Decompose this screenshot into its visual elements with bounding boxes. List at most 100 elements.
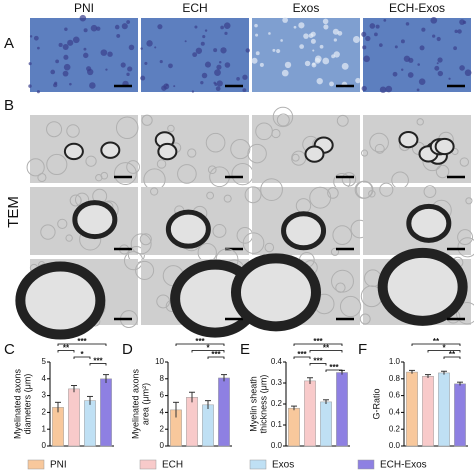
cell: [419, 45, 425, 51]
texture: [260, 178, 283, 201]
axon: [434, 137, 455, 156]
cell: [83, 52, 89, 59]
y-tick-label: 0: [160, 441, 165, 450]
texture: [207, 165, 217, 175]
y-tick-label: 0.4: [271, 357, 283, 366]
cell: [54, 81, 58, 85]
cell: [379, 43, 383, 47]
bar: [288, 407, 300, 447]
cell: [126, 72, 130, 77]
cell: [191, 90, 195, 93]
axon: [398, 130, 419, 149]
bar: [422, 376, 434, 447]
y-axis-label: thickness (μm): [258, 375, 268, 434]
cell: [140, 47, 143, 50]
cell: [251, 57, 258, 64]
y-tick-label: 5: [42, 357, 47, 366]
texture: [264, 242, 275, 253]
cell: [120, 62, 126, 68]
texture: [150, 187, 159, 196]
cell: [63, 63, 71, 71]
cell: [157, 24, 163, 30]
cell: [333, 51, 340, 58]
texture: [244, 186, 262, 204]
cell: [121, 23, 128, 30]
texture: [332, 225, 353, 245]
cell: [459, 65, 465, 71]
significance-label: ***: [313, 357, 323, 366]
cell: [383, 19, 387, 22]
cell: [282, 17, 288, 23]
cell: [319, 44, 324, 49]
texture: [336, 114, 349, 127]
cell: [204, 29, 208, 32]
cell: [107, 51, 113, 57]
texture: [355, 180, 374, 199]
axon: [63, 142, 84, 161]
cell: [64, 27, 68, 32]
texture: [465, 197, 473, 205]
cell: [298, 22, 305, 29]
cell: [394, 45, 398, 49]
cell: [168, 63, 173, 69]
cell: [374, 32, 378, 37]
cell: [417, 63, 421, 66]
cell: [62, 43, 69, 50]
cell: [37, 46, 40, 50]
texture: [291, 153, 300, 162]
cell: [140, 75, 146, 81]
bar: [336, 372, 348, 447]
panel-label: B: [4, 97, 14, 114]
cell: [323, 24, 329, 30]
cell: [304, 60, 311, 67]
y-tick-label: 4: [160, 408, 165, 417]
cell: [448, 77, 451, 80]
texture: [40, 224, 56, 240]
cell: [352, 36, 360, 43]
cell: [322, 57, 330, 65]
texture: [276, 113, 290, 127]
cell: [218, 60, 222, 64]
axon: [100, 141, 121, 159]
significance-bracket: [175, 343, 225, 346]
bar: [218, 377, 230, 447]
cell: [362, 45, 367, 50]
texture: [100, 171, 109, 180]
y-tick-label: 0.3: [271, 378, 283, 387]
cell: [385, 85, 393, 93]
axon: [72, 200, 118, 240]
cell: [280, 39, 283, 42]
cell: [375, 24, 380, 29]
column-header: PNI: [74, 1, 94, 15]
cell: [201, 72, 208, 79]
legend-label: Exos: [272, 460, 294, 471]
y-tick-label: 0.1: [271, 420, 283, 429]
cell: [72, 36, 80, 44]
y-tick-label: 2: [42, 408, 47, 417]
cell: [418, 78, 426, 85]
cell: [146, 40, 153, 47]
cell: [316, 77, 323, 85]
cell: [259, 62, 264, 67]
significance-bracket: [411, 343, 461, 346]
texture: [65, 234, 73, 242]
cell: [159, 60, 163, 64]
legend-label: PNI: [50, 460, 67, 471]
cell: [173, 85, 176, 88]
axon: [230, 253, 321, 332]
y-tick-label: 6: [160, 391, 165, 400]
significance-label: *: [80, 350, 84, 359]
cell: [29, 35, 33, 38]
y-tick-label: 0.0: [271, 441, 283, 450]
cell: [69, 82, 72, 86]
significance-label: *: [442, 344, 446, 353]
cell: [79, 14, 87, 22]
cell: [437, 70, 444, 77]
cell: [33, 35, 39, 41]
cell: [454, 29, 458, 34]
texture: [335, 282, 346, 293]
cell: [299, 44, 304, 49]
cell: [202, 35, 206, 39]
y-axis-label: area (μm²): [140, 383, 150, 425]
texture: [457, 237, 474, 258]
